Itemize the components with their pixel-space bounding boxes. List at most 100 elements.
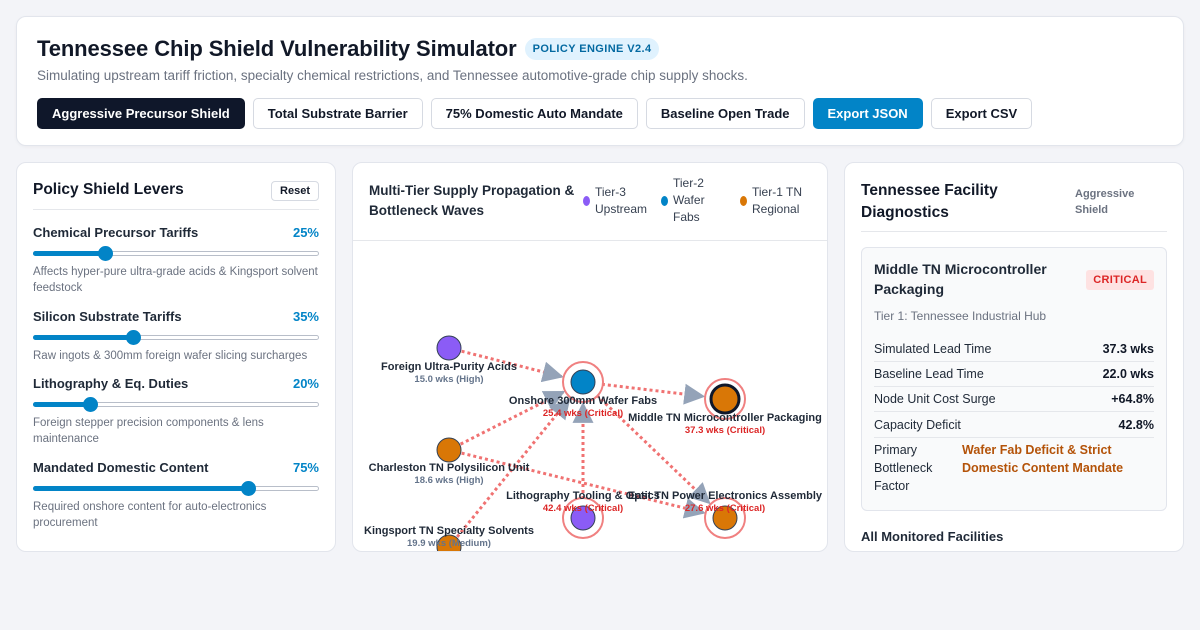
stat-row: Node Unit Cost Surge +64.8% — [874, 387, 1154, 412]
lever-value: 25% — [292, 225, 319, 240]
legend-tier2: Tier-2 Wafer Fabs — [661, 175, 733, 226]
domestic-auto-mandate-button[interactable]: 75% Domestic Auto Mandate — [430, 98, 638, 129]
legend-dot-icon — [661, 195, 668, 206]
node-lead-time: 18.6 wks (High) — [414, 475, 483, 486]
supply-edge — [595, 382, 706, 405]
graph-title: Multi-Tier Supply Propagation & Bottlene… — [369, 183, 575, 218]
page-subtitle: Simulating upstream tariff friction, spe… — [37, 68, 748, 83]
node-label: Charleston TN Polysilicon Unit — [369, 462, 530, 474]
lever-silicon-substrate: Silicon Substrate Tariffs 35% Raw ingots… — [33, 309, 319, 364]
export-csv-button[interactable]: Export CSV — [930, 98, 1033, 129]
stat-row: Baseline Lead Time 22.0 wks — [874, 362, 1154, 387]
domestic-content-slider[interactable] — [33, 480, 319, 496]
total-substrate-barrier-button[interactable]: Total Substrate Barrier — [252, 98, 423, 129]
lever-description: Affects hyper-pure ultra-grade acids & K… — [33, 266, 318, 294]
lever-value: 75% — [292, 460, 319, 475]
lever-description: Foreign stepper precision components & l… — [33, 417, 264, 445]
stat-value: +64.8% — [1111, 392, 1154, 406]
page-title: Tennessee Chip Shield Vulnerability Simu… — [37, 36, 517, 61]
lever-value: 35% — [292, 309, 319, 324]
stat-row: Capacity Deficit 42.8% — [874, 413, 1154, 438]
node-dot[interactable] — [570, 369, 596, 395]
supply-edge — [591, 389, 711, 505]
lever-chemical-precursor: Chemical Precursor Tariffs 25% Affects h… — [33, 225, 319, 296]
factor-value: Wafer Fab Deficit & Strict Domestic Cont… — [962, 443, 1124, 475]
node-lead-time: 27.6 wks (Critical) — [685, 503, 765, 514]
lever-label: Chemical Precursor Tariffs — [33, 225, 199, 240]
node-label: East TN Power Electronics Assembly — [628, 490, 823, 502]
stat-label: Baseline Lead Time — [874, 367, 984, 381]
node-lead-time: 42.4 wks (Critical) — [543, 503, 623, 514]
node-label: Foreign Ultra-Purity Acids — [381, 361, 517, 373]
slider-fill — [33, 402, 91, 407]
node-dot[interactable] — [436, 335, 462, 361]
silicon-substrate-slider[interactable] — [33, 329, 319, 345]
version-badge: POLICY ENGINE V2.4 — [524, 38, 660, 60]
slider-thumb[interactable] — [240, 481, 256, 496]
node-label: Onshore 300mm Wafer Fabs — [509, 395, 657, 407]
legend-dot-icon — [583, 196, 590, 206]
all-monitored-heading: All Monitored Facilities — [861, 529, 1004, 544]
scenario-toolbar: Aggressive Precursor Shield Total Substr… — [37, 98, 1033, 129]
node-lead-time: 15.0 wks (High) — [414, 374, 483, 385]
supply-edge — [459, 390, 566, 446]
slider-fill — [33, 251, 105, 256]
slider-thumb[interactable] — [126, 330, 142, 345]
export-json-button[interactable]: Export JSON — [812, 98, 923, 129]
node-dot[interactable] — [436, 534, 462, 552]
baseline-open-trade-button[interactable]: Baseline Open Trade — [645, 98, 805, 129]
supply-graph-panel: Multi-Tier Supply Propagation & Bottlene… — [352, 162, 828, 552]
legend-label: Tier-1 TN Regional — [752, 185, 803, 216]
node-dot[interactable] — [712, 505, 738, 531]
stat-label: Node Unit Cost Surge — [874, 392, 996, 406]
lever-label: Silicon Substrate Tariffs — [33, 309, 182, 324]
lever-description: Required onshore content for auto-electr… — [33, 501, 267, 529]
lever-label: Mandated Domestic Content — [33, 460, 209, 475]
legend-tier3: Tier-3 Upstream — [583, 184, 655, 218]
lever-lithography-duties: Lithography & Eq. Duties 20% Foreign ste… — [33, 376, 319, 447]
diagnostics-panel: Tennessee Facility Diagnostics Aggressiv… — [844, 162, 1184, 552]
node-dot[interactable] — [570, 505, 596, 531]
lever-description: Raw ingots & 300mm foreign wafer slicing… — [33, 350, 308, 362]
slider-fill — [33, 486, 248, 491]
legend-label: Tier-2 Wafer Fabs — [673, 176, 705, 224]
aggressive-precursor-shield-button[interactable]: Aggressive Precursor Shield — [37, 98, 245, 129]
stat-value: 37.3 wks — [1102, 342, 1154, 356]
supply-node[interactable]: Middle TN Microcontroller Packaging37.3 … — [628, 378, 822, 436]
legend-dot-icon — [740, 196, 747, 206]
stat-value: 22.0 wks — [1102, 367, 1154, 381]
slider-thumb[interactable] — [97, 246, 113, 261]
header-card: Tennessee Chip Shield Vulnerability Simu… — [16, 16, 1184, 146]
factor-label: Primary Bottleneck Factor — [874, 443, 933, 493]
diagnostics-title: Tennessee Facility Diagnostics — [861, 182, 998, 221]
legend-tier1: Tier-1 TN Regional — [740, 184, 812, 218]
supply-edge — [461, 349, 564, 383]
node-label: Lithography Tooling & Optics — [506, 490, 660, 502]
node-lead-time: 37.3 wks (Critical) — [685, 425, 765, 436]
lever-domestic-content: Mandated Domestic Content 75% Required o… — [33, 460, 319, 531]
node-dot[interactable] — [436, 437, 462, 463]
chemical-precursor-slider[interactable] — [33, 245, 319, 261]
stat-label: Simulated Lead Time — [874, 342, 992, 356]
scenario-mode-label: Aggressive Shield — [1075, 188, 1135, 216]
facility-card: Middle TN Microcontroller Packaging CRIT… — [861, 247, 1167, 511]
lithography-duties-slider[interactable] — [33, 396, 319, 412]
lever-value: 20% — [292, 376, 319, 391]
node-lead-time: 25.4 wks (Critical) — [543, 408, 623, 419]
stat-value: 42.8% — [1118, 418, 1154, 432]
node-dot[interactable] — [709, 383, 741, 415]
legend-label: Tier-3 Upstream — [595, 185, 648, 216]
reset-button[interactable]: Reset — [271, 181, 319, 201]
node-label: Middle TN Microcontroller Packaging — [628, 412, 822, 424]
slider-thumb[interactable] — [83, 397, 99, 412]
stat-row: Simulated Lead Time 37.3 wks — [874, 337, 1154, 362]
levers-title: Policy Shield Levers — [33, 181, 184, 198]
stat-label: Capacity Deficit — [874, 418, 961, 432]
